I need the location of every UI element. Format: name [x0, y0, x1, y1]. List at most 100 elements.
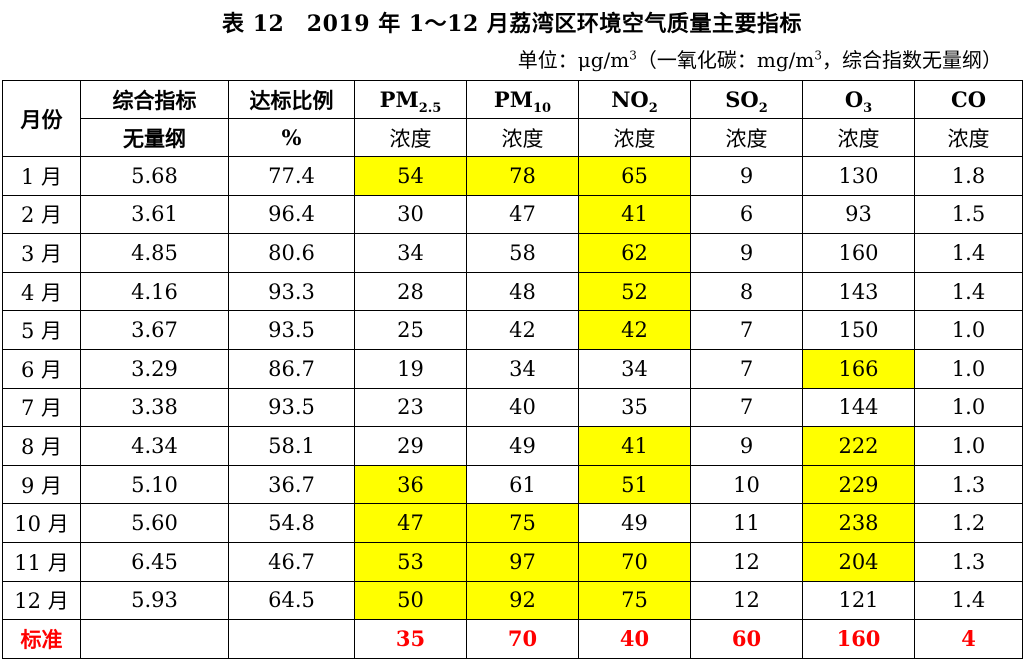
cell-standard-pm10: 70 — [466, 619, 579, 659]
cell-pm25: 50 — [354, 580, 467, 621]
cell-pm25: 54 — [354, 156, 467, 196]
cell-co: 1.0 — [914, 348, 1023, 389]
header-composite: 综合指标 — [80, 80, 229, 119]
table-row: 6 月 3.29 86.7 19 34 34 7 166 1.0 — [2, 348, 1023, 389]
header-so2-base: SO — [725, 87, 759, 112]
cell-ratio: 77.4 — [228, 156, 355, 196]
cell-composite: 4.16 — [80, 271, 229, 312]
cell-pm10: 48 — [466, 271, 579, 312]
header-pm25-base: PM — [379, 87, 419, 112]
header-pm25: PM2.5 — [354, 80, 467, 119]
cell-ratio: 93.5 — [228, 310, 355, 350]
cell-standard-composite — [80, 619, 229, 659]
cell-pm10: 75 — [466, 503, 579, 543]
cell-composite: 5.60 — [80, 503, 229, 543]
cell-composite: 6.45 — [80, 541, 229, 582]
cell-co: 1.4 — [914, 271, 1023, 312]
cell-so2: 7 — [690, 310, 803, 350]
cell-standard-ratio — [228, 619, 355, 659]
table-row: 12 月 5.93 64.5 50 92 75 12 121 1.4 — [2, 580, 1023, 621]
cell-composite: 5.93 — [80, 580, 229, 621]
cell-no2: 62 — [578, 233, 691, 273]
cell-so2: 12 — [690, 580, 803, 621]
table-row: 4 月 4.16 93.3 28 48 52 8 143 1.4 — [2, 271, 1023, 312]
cell-month: 7 月 — [2, 387, 81, 428]
cell-co: 1.2 — [914, 503, 1023, 543]
header-pm10: PM10 — [466, 80, 579, 119]
cell-month: 10 月 — [2, 503, 81, 543]
cell-so2: 7 — [690, 387, 803, 428]
cell-so2: 7 — [690, 348, 803, 389]
cell-no2: 41 — [578, 194, 691, 235]
header-no2-base: NO — [611, 87, 649, 112]
cell-pm25: 36 — [354, 464, 467, 505]
header-pm10-sub: 10 — [532, 101, 552, 117]
table-title: 表 12 2019 年 1～12 月荔湾区环境空气质量主要指标 — [222, 11, 802, 37]
cell-ratio: 64.5 — [228, 580, 355, 621]
cell-no2: 70 — [578, 541, 691, 582]
cell-no2: 34 — [578, 348, 691, 389]
cell-o3: 238 — [802, 503, 915, 543]
cell-ratio: 96.4 — [228, 194, 355, 235]
cell-no2: 52 — [578, 271, 691, 312]
cell-ratio: 93.5 — [228, 387, 355, 428]
header-row-2: 无量纲 % 浓度 浓度 浓度 浓度 浓度 浓度 — [3, 118, 1023, 157]
header-pm25-sub: 2.5 — [418, 101, 442, 117]
cell-composite: 5.68 — [80, 156, 229, 196]
cell-so2: 10 — [690, 464, 803, 505]
cell-ratio: 93.3 — [228, 271, 355, 312]
cell-composite: 4.85 — [80, 233, 229, 273]
cell-co: 1.8 — [914, 156, 1023, 196]
table-row: 11 月 6.45 46.7 53 97 70 12 204 1.3 — [2, 541, 1023, 582]
unit-prefix: 单位：μg/m — [517, 48, 630, 72]
cell-pm10: 61 — [466, 464, 579, 505]
cell-o3: 222 — [802, 426, 915, 466]
header-concentration-co: 浓度 — [914, 118, 1023, 157]
cell-composite: 3.29 — [80, 348, 229, 389]
header-o3-sub: 3 — [863, 101, 873, 117]
table-row: 7 月 3.38 93.5 23 40 35 7 144 1.0 — [2, 387, 1023, 428]
cell-co: 1.0 — [914, 310, 1023, 350]
header-no2-sub: 2 — [648, 101, 658, 117]
cell-composite: 3.61 — [80, 194, 229, 235]
cell-ratio: 58.1 — [228, 426, 355, 466]
cell-ratio: 54.8 — [228, 503, 355, 543]
header-concentration-pm10: 浓度 — [466, 118, 579, 157]
cell-o3: 93 — [802, 194, 915, 235]
cell-o3: 143 — [802, 271, 915, 312]
cell-pm25: 28 — [354, 271, 467, 312]
cell-no2: 41 — [578, 426, 691, 466]
cell-ratio: 46.7 — [228, 541, 355, 582]
cell-pm10: 78 — [466, 156, 579, 196]
cell-composite: 5.10 — [80, 464, 229, 505]
cell-o3: 160 — [802, 233, 915, 273]
header-row-1: 月份 综合指标 达标比例 PM2.5 PM10 NO2 SO2 O3 CO — [2, 80, 1023, 157]
cell-pm10: 47 — [466, 194, 579, 235]
standard-row: 标准 35 70 40 60 160 4 — [2, 619, 1023, 659]
unit-suffix: ，综合指数无量纲） — [822, 48, 1002, 72]
cell-month: 1 月 — [2, 156, 81, 196]
cell-pm25: 53 — [354, 541, 467, 582]
cell-co: 1.5 — [914, 194, 1023, 235]
cell-so2: 9 — [690, 156, 803, 196]
cell-pm25: 19 — [354, 348, 467, 389]
cell-o3: 150 — [802, 310, 915, 350]
header-composite-unit: 无量纲 — [80, 118, 229, 157]
cell-pm25: 47 — [354, 503, 467, 543]
cell-month: 8 月 — [2, 426, 81, 466]
cell-pm25: 34 — [354, 233, 467, 273]
cell-month: 4 月 — [2, 271, 81, 312]
cell-co: 1.0 — [914, 387, 1023, 428]
header-concentration-so2: 浓度 — [690, 118, 803, 157]
cell-month: 12 月 — [2, 580, 81, 621]
table-row: 2 月 3.61 96.4 30 47 41 6 93 1.5 — [2, 194, 1023, 235]
cell-standard-so2: 60 — [690, 619, 803, 659]
header-ratio-unit: % — [228, 118, 355, 157]
cell-standard-co: 4 — [914, 619, 1023, 659]
header-concentration-no2: 浓度 — [578, 118, 691, 157]
unit-note: 单位：μg/m3（一氧化碳：mg/m3，综合指数无量纲） — [518, 44, 1002, 73]
cell-composite: 4.34 — [80, 426, 229, 466]
cell-co: 1.0 — [914, 426, 1023, 466]
cell-ratio: 86.7 — [228, 348, 355, 389]
cell-standard-o3: 160 — [802, 619, 915, 659]
